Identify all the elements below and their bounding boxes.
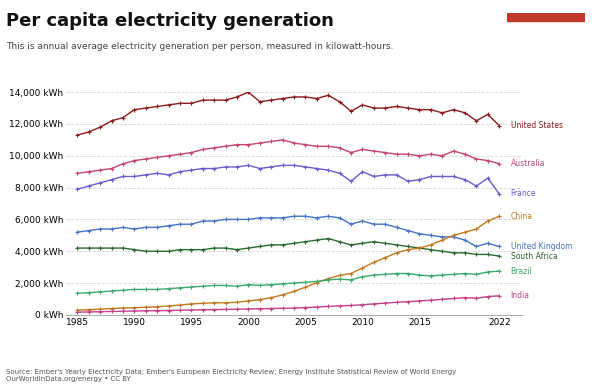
Text: France: France <box>511 189 536 199</box>
Text: Brazil: Brazil <box>511 266 532 276</box>
Text: United Kingdom: United Kingdom <box>511 242 572 251</box>
Text: Source: Ember's Yearly Electricity Data; Ember's European Electricity Review; En: Source: Ember's Yearly Electricity Data;… <box>6 369 456 382</box>
Text: Per capita electricity generation: Per capita electricity generation <box>6 12 334 30</box>
Text: China: China <box>511 212 533 221</box>
Bar <box>507 13 585 21</box>
Text: Our World
in Data: Our World in Data <box>524 24 568 45</box>
Text: Australia: Australia <box>511 159 545 168</box>
Text: South Africa: South Africa <box>511 252 557 260</box>
Text: India: India <box>511 291 530 300</box>
Text: This is annual average electricity generation per person, measured in kilowatt-h: This is annual average electricity gener… <box>6 42 394 51</box>
Text: United States: United States <box>511 121 563 130</box>
